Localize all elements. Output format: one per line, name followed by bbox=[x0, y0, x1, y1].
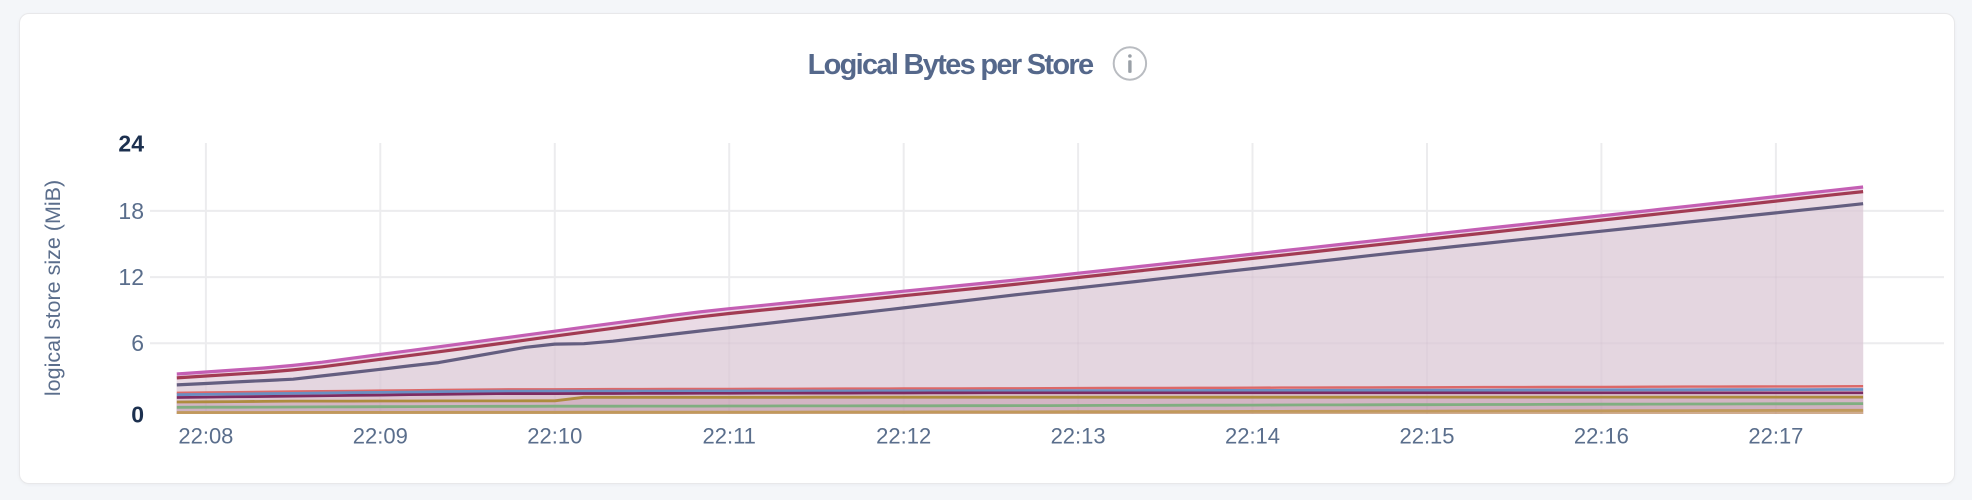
svg-text:6: 6 bbox=[131, 330, 144, 356]
svg-text:18: 18 bbox=[118, 198, 144, 224]
svg-text:22:14: 22:14 bbox=[1225, 424, 1280, 449]
svg-text:22:08: 22:08 bbox=[178, 424, 233, 449]
svg-text:22:09: 22:09 bbox=[353, 424, 408, 449]
svg-text:12: 12 bbox=[118, 264, 144, 290]
svg-text:22:15: 22:15 bbox=[1399, 424, 1454, 449]
svg-text:24: 24 bbox=[118, 131, 144, 157]
svg-text:0: 0 bbox=[131, 401, 144, 427]
svg-text:22:10: 22:10 bbox=[527, 424, 582, 449]
svg-text:22:12: 22:12 bbox=[876, 424, 931, 449]
svg-text:22:13: 22:13 bbox=[1051, 424, 1106, 449]
svg-text:logical store size (MiB): logical store size (MiB) bbox=[41, 180, 65, 396]
svg-text:22:17: 22:17 bbox=[1748, 424, 1803, 449]
svg-text:Logical Bytes per Store: Logical Bytes per Store bbox=[808, 49, 1094, 81]
svg-text:22:16: 22:16 bbox=[1574, 424, 1629, 449]
svg-text:22:11: 22:11 bbox=[702, 424, 755, 449]
